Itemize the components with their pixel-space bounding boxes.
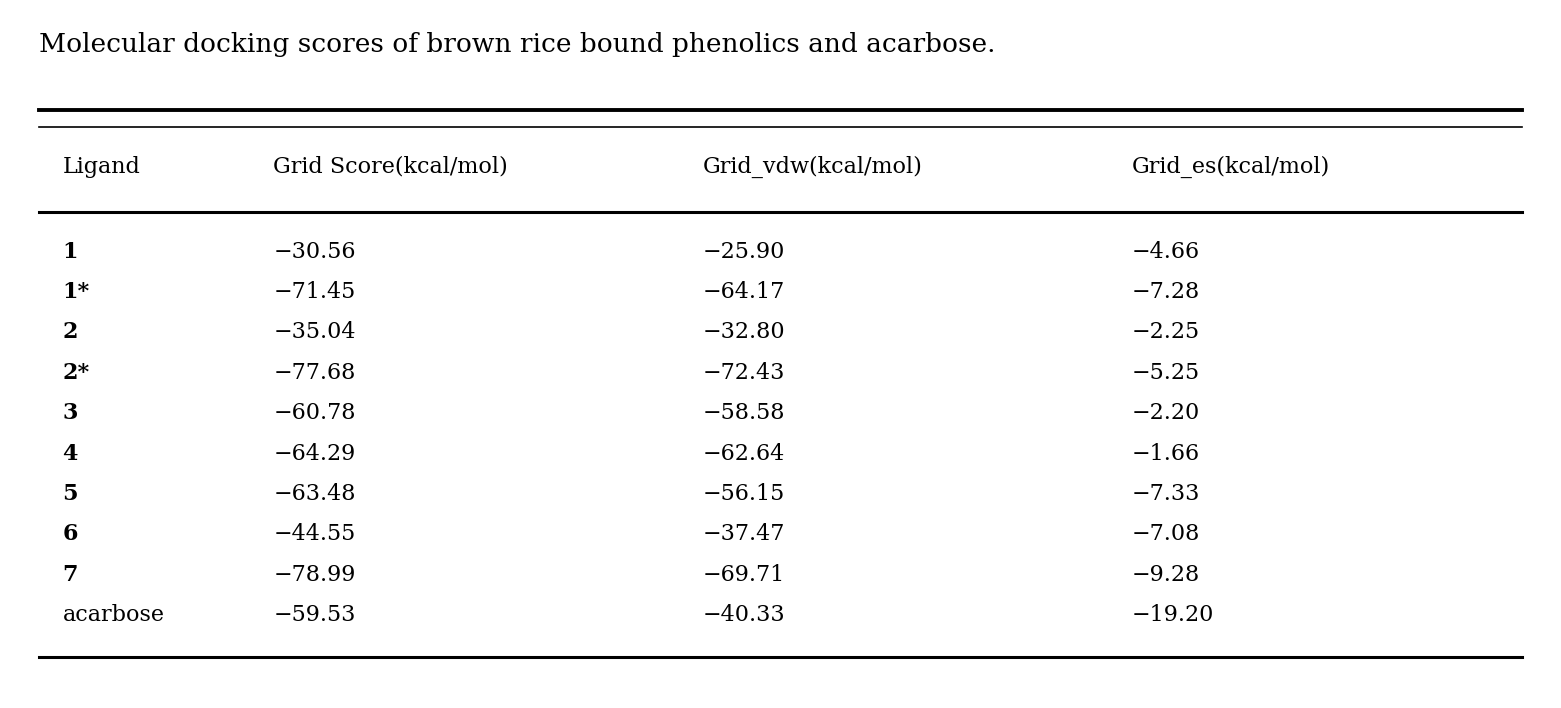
Text: −2.20: −2.20	[1132, 402, 1200, 424]
Text: 5: 5	[62, 483, 78, 505]
Text: Grid_es(kcal/mol): Grid_es(kcal/mol)	[1132, 156, 1330, 178]
Text: −63.48: −63.48	[273, 483, 356, 505]
Text: 3: 3	[62, 402, 78, 424]
Text: −72.43: −72.43	[702, 362, 785, 384]
Text: −40.33: −40.33	[702, 604, 785, 626]
Text: Molecular docking scores of brown rice bound phenolics and acarbose.: Molecular docking scores of brown rice b…	[39, 32, 996, 57]
Text: −62.64: −62.64	[702, 442, 785, 464]
Text: 1*: 1*	[62, 281, 89, 303]
Text: −78.99: −78.99	[273, 564, 356, 586]
Text: −7.28: −7.28	[1132, 281, 1200, 303]
Text: −44.55: −44.55	[273, 523, 356, 545]
Text: −58.58: −58.58	[702, 402, 785, 424]
Text: Ligand: Ligand	[62, 156, 140, 178]
Text: −77.68: −77.68	[273, 362, 356, 384]
Text: Grid Score(kcal/mol): Grid Score(kcal/mol)	[273, 156, 507, 178]
Text: −64.17: −64.17	[702, 281, 785, 303]
Text: 1: 1	[62, 241, 78, 263]
Text: 6: 6	[62, 523, 78, 545]
Text: −60.78: −60.78	[273, 402, 356, 424]
Text: −19.20: −19.20	[1132, 604, 1214, 626]
Text: 7: 7	[62, 564, 78, 586]
Text: −9.28: −9.28	[1132, 564, 1200, 586]
Text: −4.66: −4.66	[1132, 241, 1200, 263]
Text: 4: 4	[62, 442, 78, 464]
Text: −32.80: −32.80	[702, 321, 785, 343]
Text: −35.04: −35.04	[273, 321, 356, 343]
Text: −69.71: −69.71	[702, 564, 785, 586]
Text: −25.90: −25.90	[702, 241, 785, 263]
Text: −5.25: −5.25	[1132, 362, 1200, 384]
Text: −37.47: −37.47	[702, 523, 785, 545]
Text: −7.08: −7.08	[1132, 523, 1200, 545]
Text: −64.29: −64.29	[273, 442, 356, 464]
Text: −30.56: −30.56	[273, 241, 356, 263]
Text: −2.25: −2.25	[1132, 321, 1200, 343]
Text: −1.66: −1.66	[1132, 442, 1200, 464]
Text: −7.33: −7.33	[1132, 483, 1200, 505]
Text: Grid_vdw(kcal/mol): Grid_vdw(kcal/mol)	[702, 156, 923, 178]
Text: −71.45: −71.45	[273, 281, 356, 303]
Text: 2*: 2*	[62, 362, 89, 384]
Text: 2: 2	[62, 321, 78, 343]
Text: −59.53: −59.53	[273, 604, 356, 626]
Text: acarbose: acarbose	[62, 604, 164, 626]
Text: −56.15: −56.15	[702, 483, 785, 505]
